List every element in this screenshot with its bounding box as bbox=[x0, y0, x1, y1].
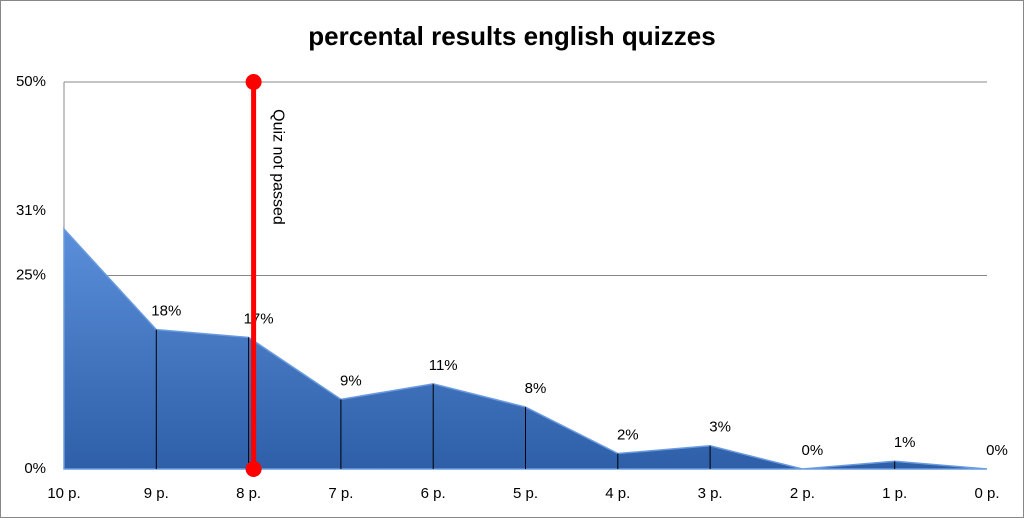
data-label: 8% bbox=[525, 380, 547, 397]
data-label: 0% bbox=[986, 442, 1008, 459]
y-tick-label: 50% bbox=[16, 73, 46, 90]
x-tick-label: 3 p. bbox=[698, 485, 723, 502]
data-label: 0% bbox=[802, 442, 824, 459]
y-tick-label: 0% bbox=[24, 460, 46, 477]
data-label: 18% bbox=[151, 303, 181, 320]
threshold-dot bbox=[245, 461, 262, 477]
annotation: Quiz not passed bbox=[269, 109, 286, 225]
data-label: 17% bbox=[244, 310, 274, 327]
x-tick-label: 1 p. bbox=[882, 485, 907, 502]
x-tick-label: 6 p. bbox=[421, 485, 446, 502]
threshold-dot bbox=[245, 74, 262, 90]
x-tick-label: 8 p. bbox=[236, 485, 261, 502]
x-tick-label: 9 p. bbox=[144, 485, 169, 502]
data-label: 31% bbox=[16, 202, 46, 219]
data-label: 9% bbox=[340, 372, 362, 389]
y-tick-label: 25% bbox=[16, 266, 46, 283]
data-label: 11% bbox=[429, 357, 458, 374]
x-tick-label: 7 p. bbox=[328, 485, 353, 502]
x-tick-label: 0 p. bbox=[974, 485, 999, 502]
data-label: 3% bbox=[709, 419, 731, 436]
x-tick-label: 2 p. bbox=[790, 485, 815, 502]
chart-title: percental results english quizzes bbox=[308, 21, 715, 51]
x-tick-label: 5 p. bbox=[513, 485, 538, 502]
x-tick-label: 4 p. bbox=[605, 485, 630, 502]
data-label: 1% bbox=[894, 434, 916, 451]
data-label: 2% bbox=[617, 426, 639, 443]
x-tick-label: 10 p. bbox=[47, 485, 80, 502]
